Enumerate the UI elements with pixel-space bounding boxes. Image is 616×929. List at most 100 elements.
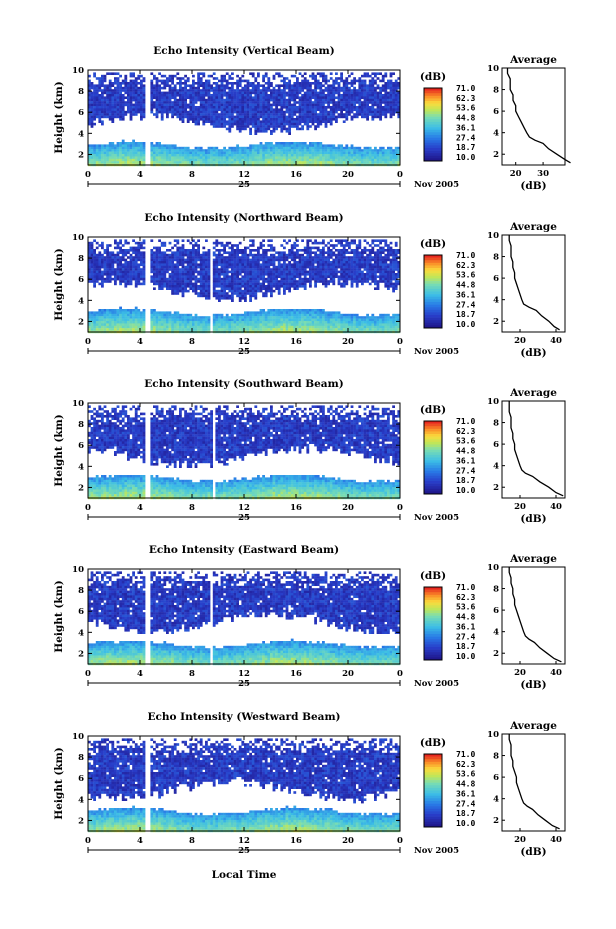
heatmap-cell	[228, 328, 232, 331]
heatmap-cell	[259, 161, 263, 164]
heatmap-cell	[93, 323, 96, 326]
heatmap-cell	[340, 146, 343, 150]
heatmap-cell	[166, 287, 169, 290]
heatmap-cell	[95, 158, 99, 162]
heatmap-cell	[103, 149, 107, 152]
heatmap-cell	[280, 158, 284, 162]
heatmap-cell	[189, 161, 193, 164]
heatmap-cell	[288, 115, 291, 119]
heatmap-cell	[171, 101, 174, 104]
heatmap-cell	[293, 125, 297, 128]
heatmap-cell	[166, 285, 169, 288]
heatmap-cell	[129, 275, 133, 278]
avg-x-tick-label: 20	[510, 169, 522, 179]
heatmap-cell	[184, 316, 187, 319]
heatmap-cell	[353, 98, 356, 102]
heatmap-cell	[197, 106, 200, 109]
heatmap-cell	[272, 74, 276, 78]
heatmap-cell	[218, 275, 221, 278]
heatmap-cell	[98, 258, 102, 262]
heatmap-cell	[197, 72, 200, 75]
heatmap-cell	[267, 151, 271, 155]
heatmap-cell	[241, 313, 245, 317]
heatmap-cell	[257, 86, 260, 90]
heatmap-cell	[371, 94, 375, 97]
heatmap-cell	[186, 146, 190, 150]
heatmap-cell	[108, 328, 112, 331]
heatmap-cell	[324, 120, 328, 123]
heatmap-cell	[184, 115, 187, 119]
heatmap-cell	[179, 115, 182, 119]
heatmap-cell	[189, 280, 193, 283]
heatmap-cell	[114, 256, 117, 259]
heatmap-cell	[345, 84, 349, 87]
heatmap-cell	[184, 258, 187, 262]
heatmap-cell	[374, 79, 377, 83]
heatmap-cell	[254, 106, 258, 109]
heatmap-cell	[238, 287, 242, 290]
heatmap-cell	[283, 127, 286, 131]
heatmap-cell	[345, 144, 349, 147]
heatmap-cell	[246, 261, 250, 264]
heatmap-cell	[189, 256, 193, 259]
heatmap-cell	[155, 256, 159, 259]
heatmap-cell	[127, 103, 130, 107]
heatmap-cell	[285, 106, 289, 109]
heatmap-cell	[225, 91, 229, 95]
heatmap-cell	[251, 125, 255, 128]
heatmap-cell	[394, 79, 398, 83]
heatmap-cell	[184, 154, 187, 157]
heatmap-cell	[270, 98, 273, 102]
heatmap-cell	[220, 265, 224, 269]
heatmap-cell	[181, 158, 185, 162]
heatmap-cell	[197, 79, 200, 83]
heatmap-cell	[218, 253, 221, 257]
heatmap-cell	[259, 309, 263, 312]
heatmap-cell	[241, 94, 245, 97]
heatmap-cell	[210, 94, 213, 97]
heatmap-cell	[233, 258, 237, 262]
heatmap-cell	[324, 158, 328, 162]
heatmap-cell	[275, 144, 278, 147]
heatmap-cell	[124, 146, 128, 150]
heatmap-cell	[90, 311, 94, 314]
heatmap-cell	[168, 263, 172, 266]
heatmap-cell	[238, 108, 242, 111]
heatmap-cell	[101, 321, 104, 324]
heatmap-cell	[199, 273, 203, 276]
heatmap-cell	[179, 246, 182, 250]
heatmap-cell	[127, 270, 130, 274]
heatmap-cell	[397, 158, 401, 162]
heatmap-cell	[95, 325, 99, 329]
heatmap-cell	[257, 110, 260, 114]
heatmap-cell	[311, 115, 315, 119]
heatmap-cell	[88, 161, 91, 164]
heatmap-cell	[192, 265, 195, 269]
heatmap-cell	[106, 256, 109, 259]
heatmap-cell	[231, 106, 234, 109]
heatmap-cell	[155, 316, 159, 319]
heatmap-cell	[319, 122, 323, 126]
heatmap-cell	[218, 103, 221, 107]
heatmap-cell	[257, 151, 260, 155]
heatmap-cell	[197, 149, 200, 152]
heatmap-cell	[199, 149, 203, 152]
heatmap-cell	[215, 113, 219, 116]
heatmap-cell	[132, 309, 135, 312]
heatmap-cell	[290, 110, 294, 114]
heatmap-cell	[225, 149, 229, 152]
heatmap-cell	[205, 239, 208, 242]
heatmap-cell	[251, 268, 255, 271]
heatmap-cell	[176, 261, 180, 264]
heatmap-cell	[319, 144, 323, 147]
heatmap-cell	[212, 96, 216, 99]
heatmap-cell	[192, 316, 195, 319]
heatmap-cell	[249, 132, 252, 135]
heatmap-cell	[335, 86, 338, 90]
heatmap-cell	[223, 244, 226, 247]
heatmap-cell	[160, 270, 164, 274]
heatmap-cell	[267, 79, 271, 83]
heatmap-cell	[290, 118, 294, 121]
heatmap-cell	[236, 251, 239, 254]
heatmap-cell	[173, 328, 177, 331]
